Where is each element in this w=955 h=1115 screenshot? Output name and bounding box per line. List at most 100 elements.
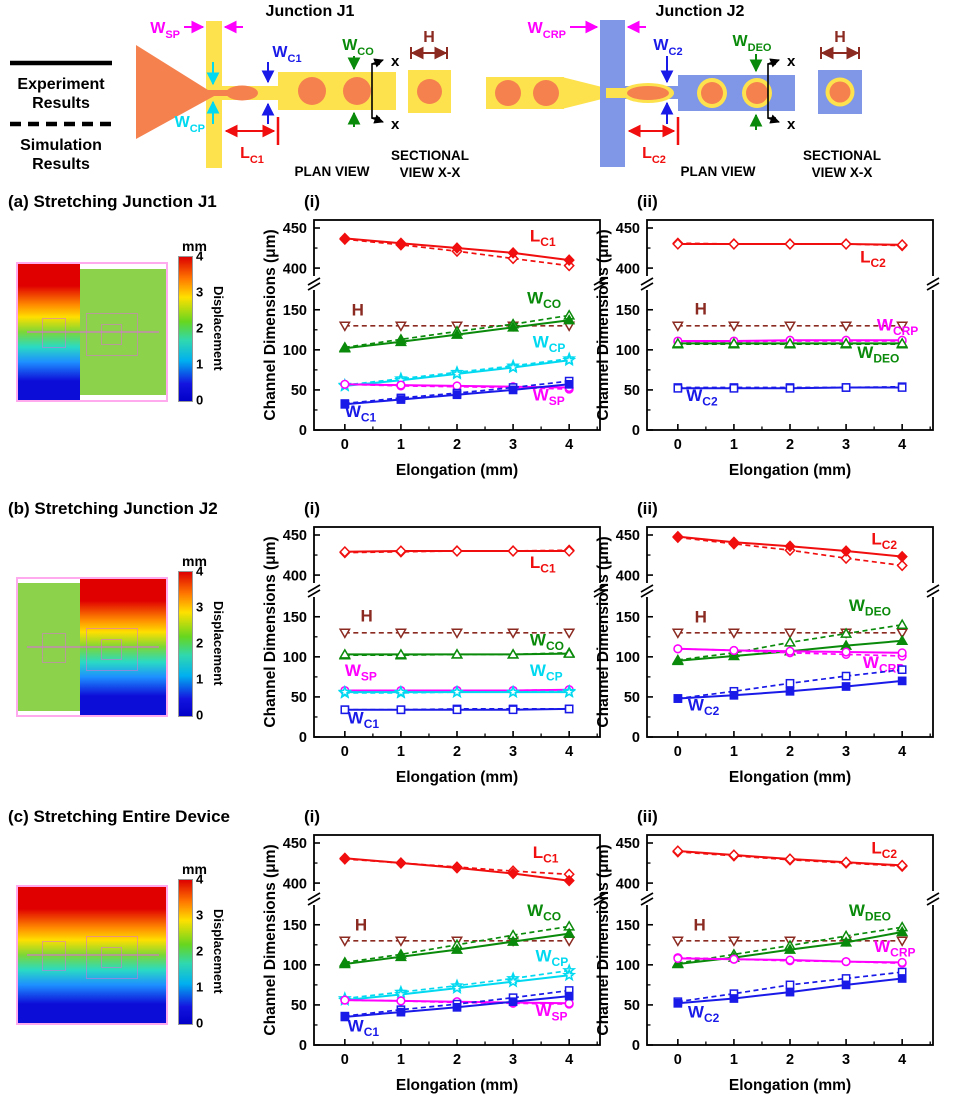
- series-LC2-experiment-marker: [840, 238, 852, 250]
- series-WC1-experiment-marker: [396, 1007, 406, 1017]
- x-tick-label: 3: [509, 1052, 517, 1068]
- panel-label: (ii): [637, 192, 658, 211]
- series-WCRP-experiment-marker: [673, 953, 683, 963]
- series-WC1-experiment-marker: [508, 385, 518, 395]
- y-axis-title: Channel Dimensions (μm): [262, 229, 279, 420]
- x-tick-label: 3: [842, 437, 850, 453]
- series-WCO-experiment-marker: [507, 935, 520, 946]
- colorbar-tick: 0: [196, 707, 204, 723]
- colorbar-tick: 3: [196, 599, 204, 615]
- axis-break-gap: [597, 583, 603, 597]
- x-axis-title: Elongation (mm): [729, 769, 851, 786]
- y-tick-label: 400: [283, 261, 307, 277]
- x-axis-title: Elongation (mm): [396, 462, 518, 479]
- axis-break-mark: [593, 282, 607, 291]
- j2-x-marker-top: x: [787, 53, 796, 70]
- axis-break-mark: [640, 277, 654, 286]
- series-LC1-experiment-marker: [395, 857, 407, 869]
- series-LC2-experiment-marker: [728, 238, 740, 250]
- x-tick-label: 2: [453, 744, 461, 760]
- series-LC2-simulation-marker: [840, 552, 852, 565]
- colorbar-tick: 2: [196, 635, 204, 651]
- x-tick-label: 0: [341, 437, 349, 453]
- colorbar-ticks: 4 3 2 1 0: [196, 872, 210, 1031]
- series-WCP-experiment-marker: [394, 684, 408, 699]
- series-WC2-experiment-marker: [841, 383, 851, 392]
- panel-a-i: (i) 0 50 100 150 400 450 0 1 2 3 4 LC1 H WCO WCP WSP WC1…: [262, 192, 608, 488]
- series-WC1-experiment-marker: [452, 1002, 462, 1012]
- y-tick-label: 400: [283, 568, 307, 584]
- series-LC1-experiment-marker: [339, 852, 351, 865]
- y-axis-title: Channel Dimensions (μm): [595, 536, 612, 727]
- axis-break-gap: [311, 583, 317, 597]
- colorbar-tick: 4: [196, 248, 204, 264]
- series-label-WC2: WC2: [688, 1003, 720, 1026]
- series-LC2-experiment-marker: [672, 530, 684, 543]
- y-axis-title: Channel Dimensions (μm): [595, 844, 612, 1035]
- series-LC1-experiment-marker: [563, 874, 575, 887]
- colorbar-tick: 1: [196, 979, 204, 995]
- j1-wide-channel: [278, 72, 396, 110]
- row-c-title: (c) Stretching Entire Device: [8, 807, 231, 826]
- y-tick-label: 150: [283, 918, 307, 934]
- series-label-H: H: [355, 915, 367, 934]
- panel-b-i: (i) 0 50 100 150 400 450 0 1 2 3 4 LC1 H WCO WSP WCP WC1…: [262, 499, 608, 795]
- chart-svg-a_i: 0 50 100 150 400 450 0 1 2 3 4 LC1 H WCO WCP WSP WC1 Chan…: [262, 219, 607, 479]
- panel-label: (ii): [637, 499, 658, 518]
- series-WCO-experiment-marker: [450, 943, 464, 954]
- y-tick-label: 450: [283, 836, 307, 852]
- axis-break-mark: [926, 277, 940, 286]
- series-WC1-experiment-marker: [396, 395, 406, 404]
- series-WDEO-experiment-marker: [671, 957, 684, 969]
- colorbar-tick: 0: [196, 1015, 204, 1031]
- axis-break-mark: [926, 892, 940, 901]
- axis-break-mark: [926, 282, 940, 291]
- j1-inlet-cone: [136, 45, 216, 139]
- series-label-LC1: LC1: [530, 227, 556, 249]
- series-WCO-experiment-marker: [563, 927, 576, 938]
- series-WDEO-simulation-marker: [783, 636, 797, 647]
- series-WCO-experiment-marker: [394, 950, 407, 962]
- j1-wsp-label: WSP: [150, 20, 180, 41]
- series-WCO-experiment-marker: [507, 648, 520, 659]
- y-tick-label: 150: [616, 303, 640, 319]
- axis-break-gap: [930, 583, 936, 597]
- y-tick-label: 0: [299, 423, 307, 439]
- j2-droplet-circle: [701, 82, 723, 104]
- series-WDEO-simulation-marker: [896, 618, 909, 630]
- series-WC2-experiment-marker: [729, 383, 739, 393]
- axis-break-gap: [644, 583, 650, 597]
- x-tick-label: 1: [730, 437, 738, 453]
- series-WCRP-experiment-marker: [897, 648, 907, 658]
- series-WCO-experiment-marker: [563, 314, 576, 325]
- row-a-title: (a) Stretching Junction J1: [8, 192, 217, 211]
- series-WC2-experiment-marker: [841, 682, 851, 691]
- simulation-label-line1: Simulation: [20, 137, 102, 154]
- series-WC1-experiment-marker: [508, 997, 518, 1007]
- y-tick-label: 50: [624, 690, 640, 706]
- j1-wco-label: WCO: [342, 37, 374, 58]
- j1-sectional-circle: [417, 79, 442, 104]
- series-label-WCO: WCO: [530, 631, 564, 654]
- y-axis-title: Channel Dimensions (μm): [262, 844, 279, 1035]
- chart-b-i: 0 50 100 150 400 450 0 1 2 3 4 LC1 H WCO WSP WCP WC1 Chan…: [262, 519, 608, 798]
- series-LC1-experiment-marker: [395, 545, 407, 557]
- colorbar-gradient: [178, 571, 193, 717]
- y-tick-label: 0: [632, 730, 640, 746]
- y-tick-label: 450: [616, 221, 640, 237]
- series-label-WCP: WCP: [536, 947, 569, 970]
- series-label-H: H: [695, 300, 707, 319]
- j2-droplet-circle: [746, 82, 768, 104]
- series-WDEO-experiment-marker: [783, 943, 797, 954]
- axis-break-mark: [307, 282, 321, 291]
- series-H-simulation-marker: [671, 628, 684, 639]
- series-WDEO-experiment-marker: [840, 337, 853, 348]
- j2-x-marker-bottom: x: [787, 116, 796, 133]
- x-tick-label: 1: [397, 437, 405, 453]
- colorbar-gradient: [178, 256, 193, 402]
- y-tick-label: 150: [616, 610, 640, 626]
- series-WC2-experiment-marker: [897, 974, 907, 983]
- series-WDEO-experiment-marker: [727, 337, 740, 348]
- displacement-heatmap-b: [16, 577, 168, 717]
